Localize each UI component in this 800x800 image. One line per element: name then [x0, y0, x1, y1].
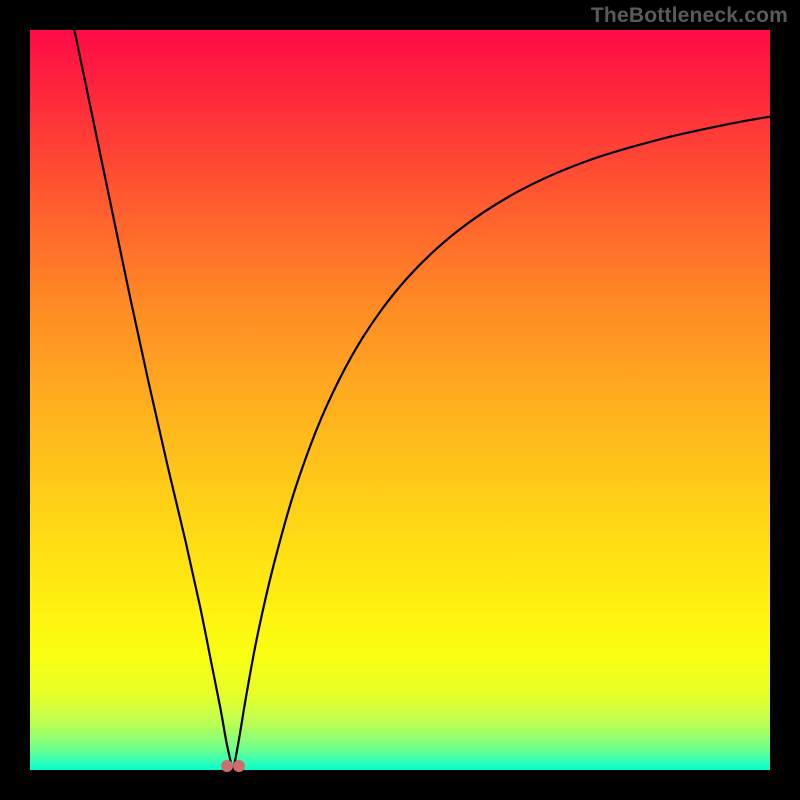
chart-frame: TheBottleneck.com: [0, 0, 800, 800]
watermark-text: TheBottleneck.com: [591, 4, 788, 28]
optimum-marker-1: [221, 760, 233, 772]
bottleneck-curve: [30, 30, 770, 770]
plot-area: [30, 30, 770, 770]
optimum-marker-2: [233, 760, 245, 772]
